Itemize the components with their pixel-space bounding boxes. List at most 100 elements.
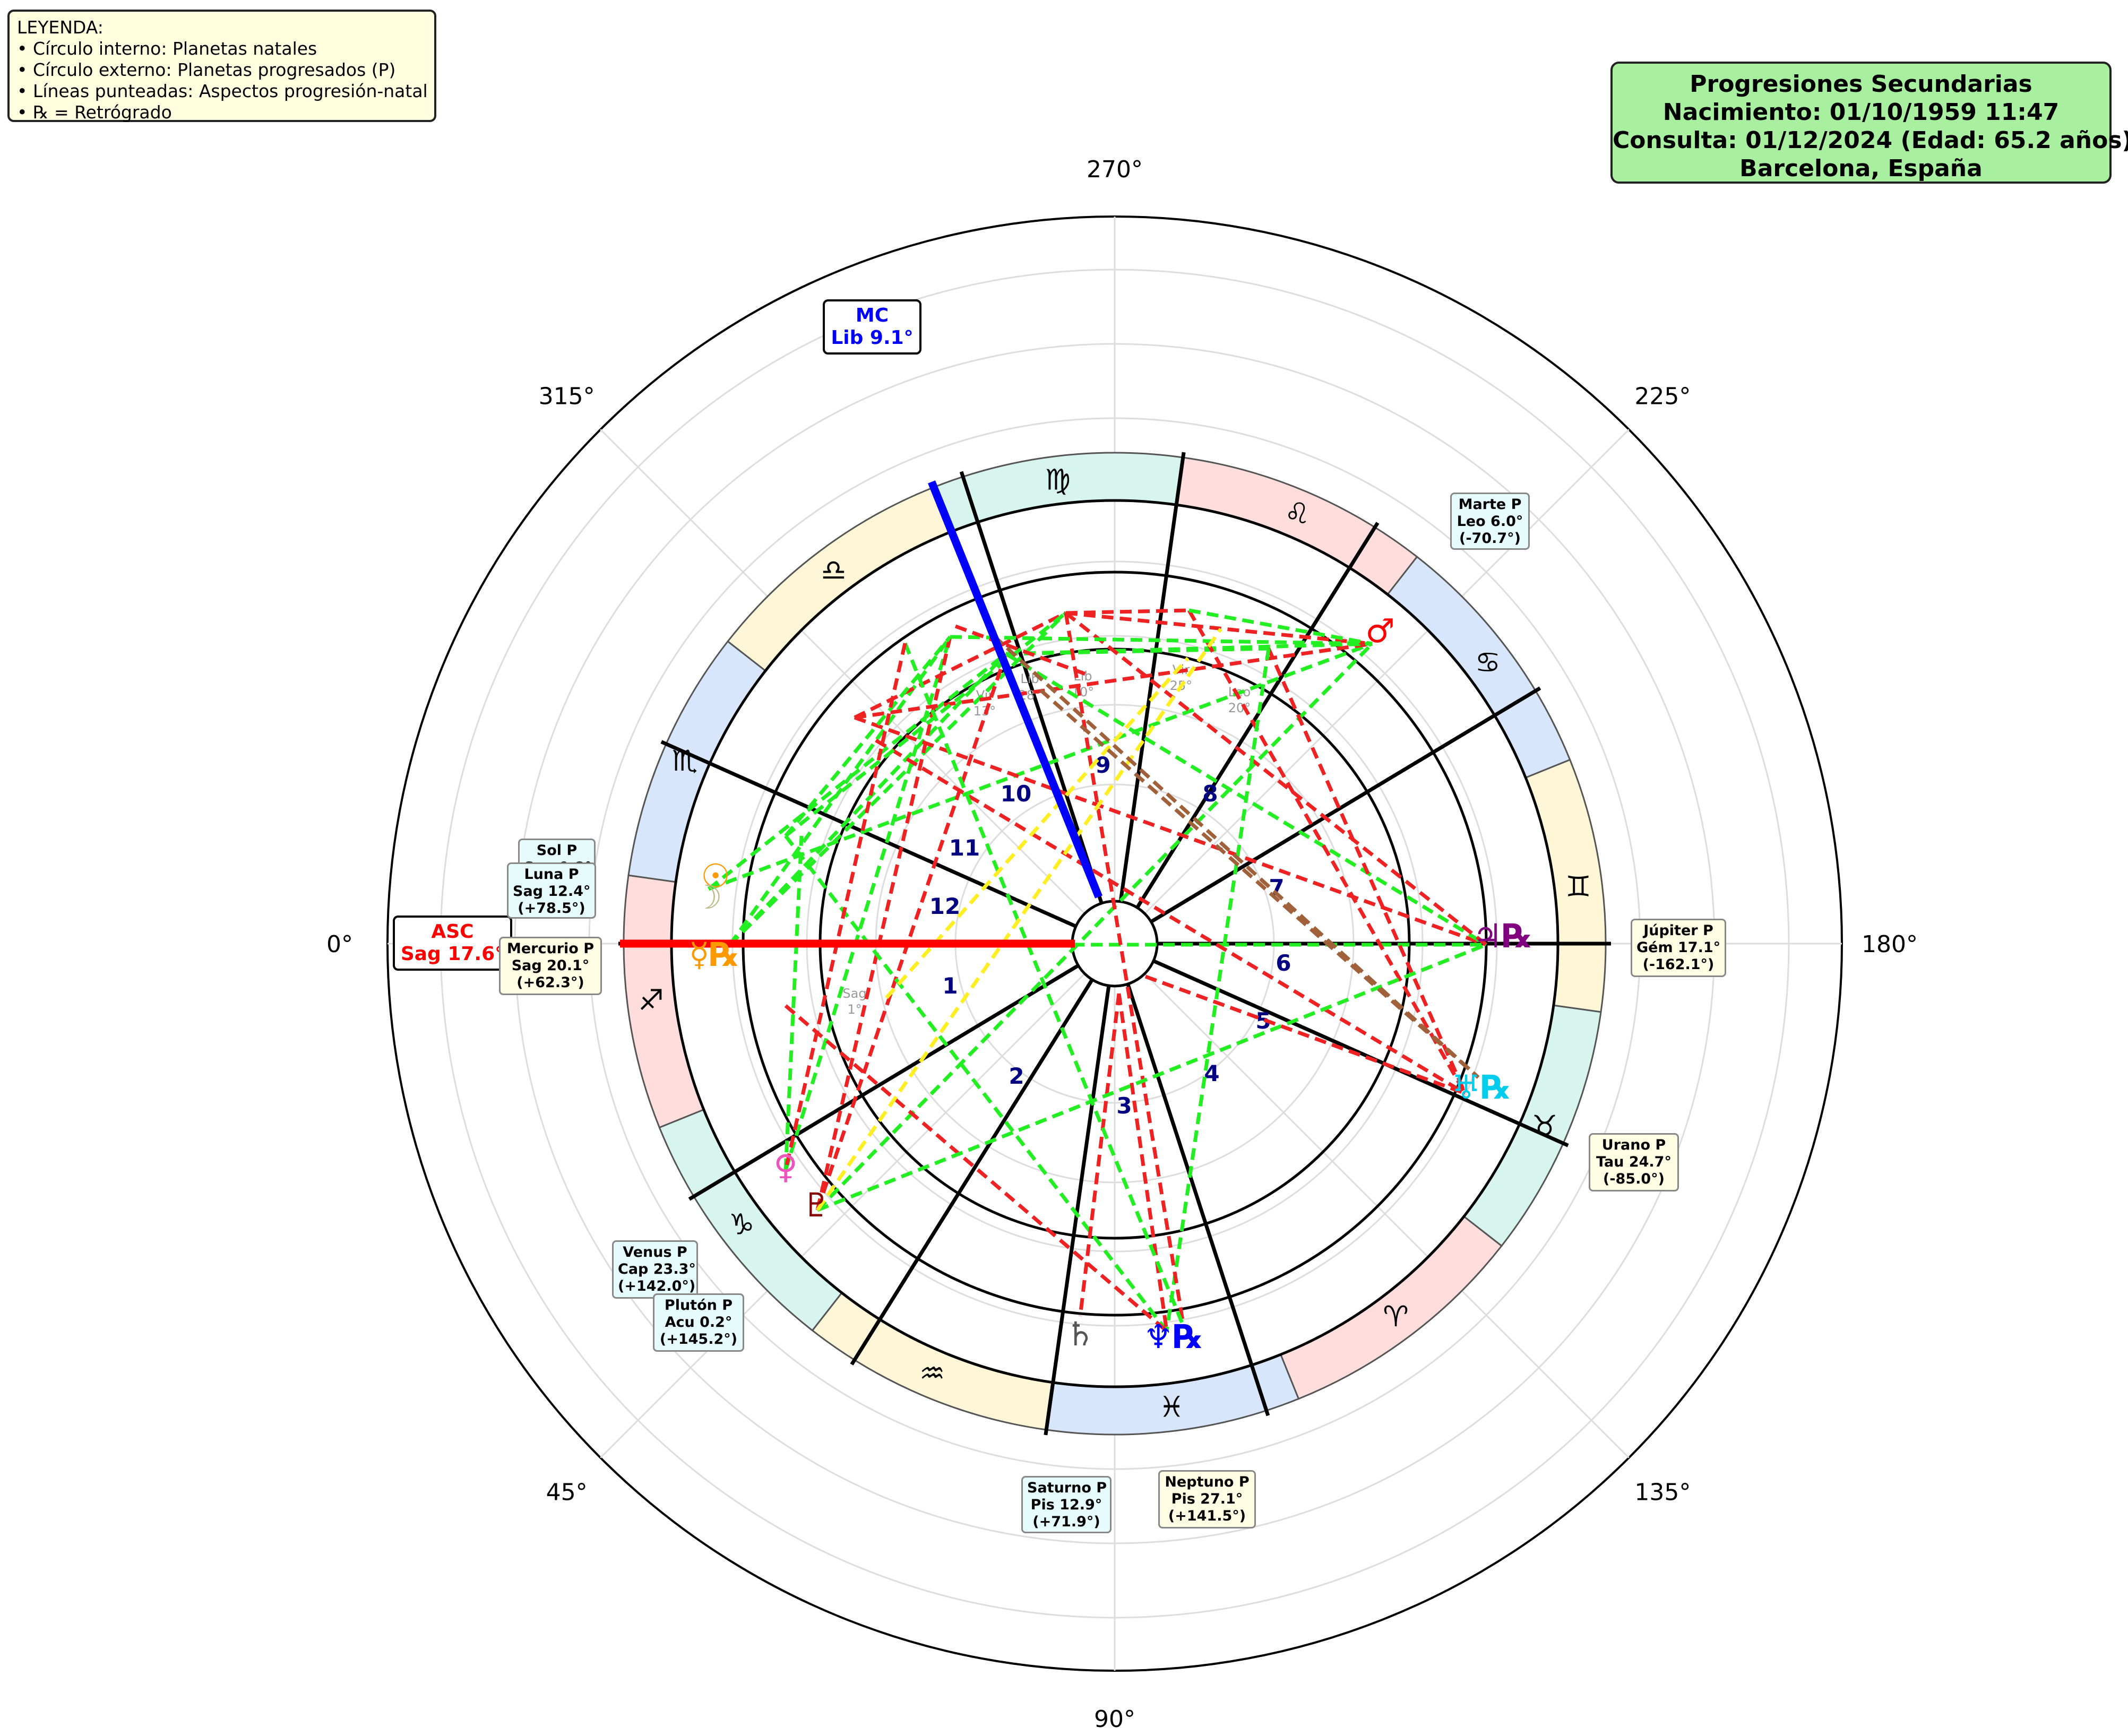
house-cusp-line [1044, 985, 1111, 1436]
progressed-jupiter-box: Júpiter P Gém 17.1° (-162.1°) [1631, 919, 1726, 977]
progressed-urano-box: Urano P Tau 24.7° (-85.0°) [1589, 1133, 1679, 1191]
aspect-line [1187, 609, 1467, 1094]
aspect-line [815, 653, 1008, 1211]
house-number: 11 [949, 835, 980, 861]
progressed-planet-glyph: ☽ [693, 878, 722, 917]
degree-tick-label: 225° [1634, 383, 1691, 410]
aspect-line [815, 636, 952, 1211]
aspect-line [1065, 608, 1190, 615]
aspect-line [816, 943, 1487, 1212]
degree-tick-label: 180° [1862, 931, 1918, 958]
aspect-line [784, 635, 952, 837]
progressed-planet-glyph: ☿℞ [689, 935, 739, 974]
chart-title: Progresiones Secundarias [1690, 71, 2032, 98]
progressed-planet-glyph: ♂ [1365, 611, 1395, 650]
aspect-line [1064, 612, 1186, 1327]
aspect-line [875, 738, 1466, 1095]
progressed-planet-glyph: ♅℞ [1451, 1068, 1510, 1107]
progressed-saturno-box: Saturno P Pis 12.9° (+71.9°) [1021, 1476, 1112, 1533]
aspect-line [783, 636, 952, 1171]
progressed-marte-box: Marte P Leo 6.0° (-70.7°) [1450, 493, 1530, 550]
aspect-line [854, 611, 1067, 720]
mc-label: MC Lib 9.1° [823, 299, 921, 355]
degree-tick-label: 270° [1087, 156, 1143, 183]
grid-spoke [1114, 429, 1630, 945]
degree-tick-label: 135° [1634, 1479, 1691, 1506]
birth-date: Nacimiento: 01/10/1959 11:47 [1662, 99, 2060, 126]
zodiac-sign-glyph: ♊ [1565, 870, 1591, 903]
house-number: 6 [1276, 950, 1291, 976]
chart-info: Progresiones Secundarias Nacimiento: 01/… [1610, 62, 2128, 184]
zodiac-sign-glyph: ♐ [638, 983, 664, 1017]
zodiac-sign-glyph: ♌ [1285, 497, 1310, 530]
aspect-line [1117, 993, 1169, 1332]
house-number: 2 [1009, 1063, 1024, 1089]
zodiac-sign-glyph: ♎ [821, 554, 846, 587]
house-cusp-line [850, 978, 1094, 1366]
grid-spoke [1114, 943, 1630, 1458]
progressed-planet-glyph: ♀ [773, 1147, 797, 1186]
aspect-line [954, 624, 1087, 676]
aspect-line [854, 715, 1487, 947]
degree-tick-label: 315° [539, 383, 595, 410]
legend-title: LEYENDA: [17, 17, 104, 38]
house-number: 1 [942, 973, 958, 999]
progressed-planet-glyph: ♃℞ [1472, 917, 1531, 955]
degree-tick-label: 90° [1094, 1706, 1135, 1733]
aspect-line [783, 835, 804, 1171]
progressed-neptuno-box: Neptuno P Pis 27.1° (+141.5°) [1158, 1470, 1256, 1528]
legend-item: • Círculo externo: Planetas progresados … [17, 59, 396, 80]
house-cusp-line [688, 964, 1080, 1201]
house-cusp-line [1135, 522, 1380, 909]
aspect-line [784, 611, 1067, 837]
aspect-line [903, 642, 1186, 1328]
zodiac-sign-glyph: ♓ [1159, 1390, 1184, 1423]
progressed-planet-glyph: ♄ [1065, 1315, 1095, 1353]
house-cusp-line [1150, 686, 1541, 923]
progressed-mercurio-box: Mercurio P Sag 20.1° (+62.3°) [499, 937, 602, 995]
aspect-line [728, 652, 1007, 946]
progressed-planet-glyph: ♇ [802, 1186, 831, 1224]
asc-title: ASC [431, 921, 474, 943]
zodiac-sign-glyph: ♑ [729, 1208, 754, 1241]
natal-position-label: 1° [847, 1002, 861, 1017]
progressed-planet-glyph: ☉ [701, 857, 730, 895]
query-date: Consulta: 01/12/2024 (Edad: 65.2 años) [1613, 127, 2128, 154]
grid-spoke [600, 943, 1116, 1458]
legend: LEYENDA: • Círculo interno: Planetas nat… [7, 10, 436, 123]
progressed-planet-glyph: ♆℞ [1143, 1317, 1202, 1356]
zodiac-sign-glyph: ♒ [919, 1357, 945, 1390]
aspect-line [1039, 688, 1480, 1079]
aspect-line [728, 635, 952, 946]
degree-tick-label: 0° [326, 931, 353, 958]
zodiac-sign-glyph: ♈ [1383, 1300, 1408, 1333]
house-number: 9 [1095, 752, 1110, 778]
aspect-line [728, 611, 1067, 946]
aspect-line [1267, 647, 1467, 1094]
aspect-line [707, 652, 1007, 891]
asc-label: ASC Sag 17.6° [393, 915, 512, 971]
mc-axis-line [928, 480, 1102, 899]
asc-value: Sag 17.6° [400, 943, 505, 965]
aspect-line [816, 628, 1222, 1211]
progressed-pluton-box: Plutón P Acu 0.2° (+145.2°) [653, 1293, 744, 1352]
house-number: 3 [1116, 1093, 1132, 1119]
aspect-line [784, 834, 1168, 1333]
aspect-line [784, 1004, 1168, 1333]
aspect-line [1078, 993, 1121, 1317]
natal-position-label: Sag [842, 986, 866, 1001]
aspect-line [1144, 974, 1466, 1095]
mc-title: MC [855, 305, 889, 326]
aspect-line [816, 642, 1374, 1212]
aspect-line [1188, 608, 1373, 646]
aspect-line [1165, 648, 1271, 1332]
aspect-line [1005, 646, 1269, 656]
zodiac-sign-glyph: ♍ [1045, 463, 1071, 497]
legend-item: • Círculo interno: Planetas natales [17, 38, 317, 59]
progressed-luna-box: Luna P Sag 12.4° (+78.5°) [507, 862, 596, 919]
degree-tick-label: 45° [546, 1479, 588, 1506]
house-number: 12 [929, 893, 960, 919]
house-number: 10 [1001, 781, 1031, 807]
legend-item: • Líneas punteadas: Aspectos progresión-… [17, 81, 428, 101]
